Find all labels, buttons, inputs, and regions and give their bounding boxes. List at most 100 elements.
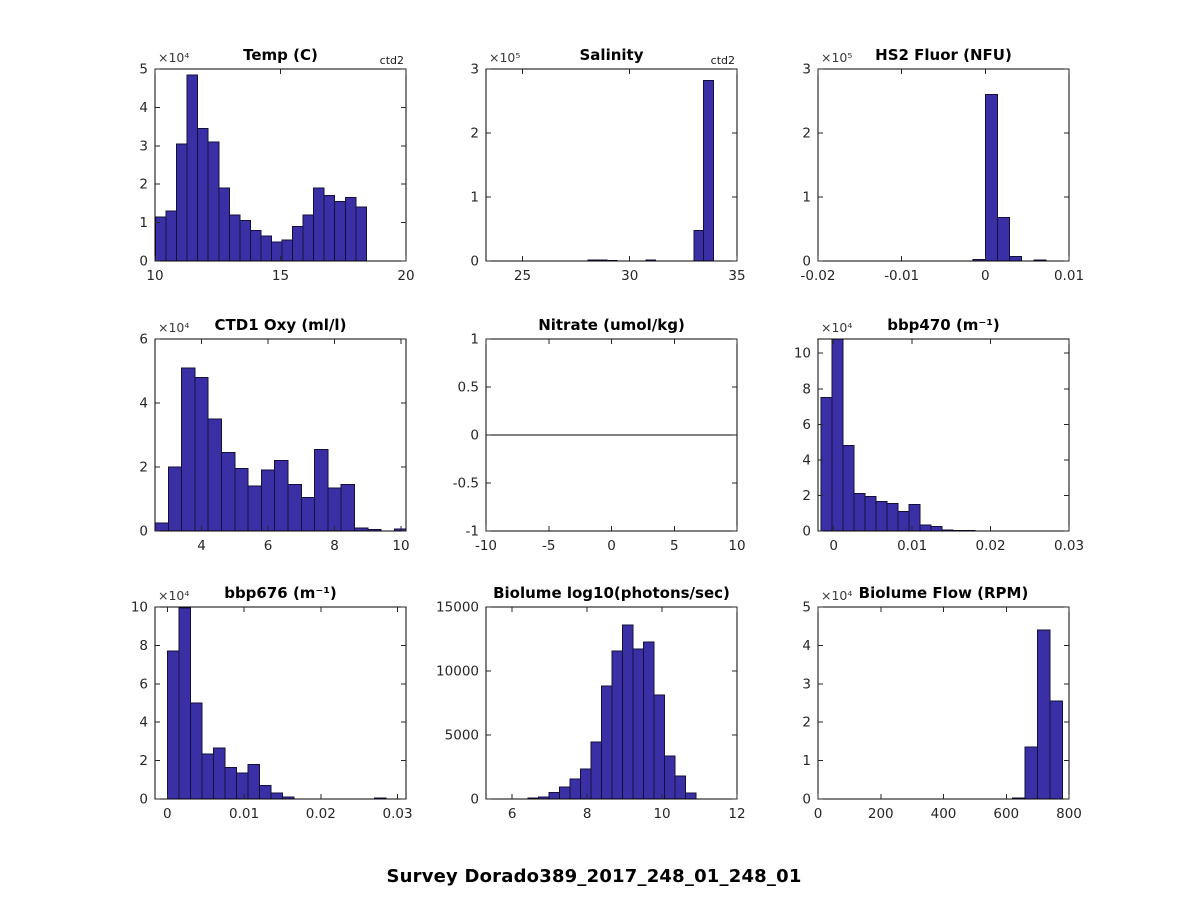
- y-axis-tick-label: 4: [802, 638, 811, 654]
- histogram-bar: [548, 792, 560, 799]
- histogram-bar: [218, 187, 230, 261]
- x-axis-tick-label: -10: [475, 538, 497, 554]
- histogram-bar: [302, 214, 315, 261]
- sensor-annotation: ctd2: [711, 54, 735, 67]
- x-axis-tick-label: 10: [728, 538, 745, 554]
- histogram-bar: [165, 210, 178, 261]
- y-axis-tick-label: 2: [139, 177, 148, 193]
- y-axis-tick-label: 0.5: [458, 380, 479, 396]
- histogram-bar: [189, 702, 203, 799]
- y-axis-tick-label: -1: [466, 524, 479, 540]
- subplot-title: Biolume log10(photons/sec): [493, 584, 730, 602]
- y-axis-tick-label: 0: [470, 254, 479, 270]
- histogram-bar: [334, 200, 346, 261]
- subplot-hs2-fluor-nfu: -0.02 -0.01 0 0.01 0 1 2 3 ×10⁵ HS2 Fluor (NFU): [801, 46, 1085, 284]
- y-axis-tick-label: 2: [802, 715, 811, 731]
- x-axis-tick-label: 0: [607, 538, 616, 554]
- histogram-bar: [642, 641, 655, 799]
- figure-title: Survey Dorado389_2017_248_01_248_01: [386, 866, 802, 887]
- histogram-bar: [201, 753, 214, 799]
- axis-exponent-label: ×10⁴: [158, 588, 189, 603]
- y-axis-tick-label: 4: [139, 100, 148, 116]
- x-axis-tick-label: 0: [814, 806, 823, 822]
- x-axis-tick-label: 6: [264, 538, 273, 554]
- histogram-bar: [611, 650, 623, 799]
- y-axis-tick-label: 0: [139, 792, 148, 808]
- x-axis-tick-label: 10: [653, 806, 670, 822]
- y-axis-tick-label: 6: [139, 676, 148, 692]
- subplot-biolume-log10-photons-sec: 6 8 10 12 0 5000 10000 15000 Biolume log10(photo…: [436, 584, 746, 822]
- histogram-bar: [212, 747, 226, 799]
- y-axis-tick-label: 6: [802, 417, 811, 433]
- y-axis-tick-label: 15000: [436, 600, 479, 616]
- histogram-bar: [287, 484, 302, 531]
- histogram-bar: [176, 143, 188, 261]
- x-axis-tick-label: 25: [514, 268, 531, 284]
- histogram-bar: [155, 216, 167, 261]
- x-axis-tick-label: -0.02: [801, 268, 836, 284]
- axes-box: [154, 606, 407, 800]
- y-axis-tick-label: 0: [802, 792, 811, 808]
- histogram-bar: [327, 487, 342, 531]
- x-axis-tick-label: 0.01: [897, 538, 927, 554]
- axis-exponent-label: ×10⁴: [821, 588, 852, 603]
- axes-box: [817, 338, 1070, 532]
- x-axis-tick-label: 0.02: [976, 538, 1006, 554]
- histogram-bar: [194, 376, 209, 531]
- y-axis-tick-label: 0: [802, 524, 811, 540]
- y-axis-tick-label: 4: [139, 396, 148, 412]
- x-axis-tick-label: 400: [931, 806, 957, 822]
- histogram-bar: [864, 495, 877, 531]
- subplot-temp-c: 10 15 20 0 1 2 3 4 5 ×10⁴ Temp (C) ctd2: [139, 46, 414, 284]
- x-axis-tick-label: 0.02: [306, 806, 336, 822]
- x-axis-tick-label: 0: [981, 268, 990, 284]
- histogram-bar: [653, 694, 665, 799]
- histogram-bar: [270, 792, 283, 799]
- subplot-bbp676-m: 0 0.01 0.02 0.03 0 2 4 6 8 10 ×10⁴ bbp676 (m⁻¹): [131, 584, 413, 822]
- histogram-bar: [367, 528, 382, 531]
- x-axis-tick-label: -5: [542, 538, 555, 554]
- subplot-title: HS2 Fluor (NFU): [875, 46, 1012, 64]
- y-axis-tick-label: 8: [802, 381, 811, 397]
- y-axis-tick-label: 0: [470, 792, 479, 808]
- y-axis-tick-label: 2: [470, 126, 479, 142]
- histogram-bar: [247, 485, 262, 531]
- subplot-nitrate-umol-kg: -10 -5 0 5 10 -1 -0.5 0 0.5 1 Nitrate (umol/kg): [453, 316, 746, 554]
- histogram-bar: [260, 235, 272, 261]
- histogram-bar: [239, 220, 251, 261]
- x-axis-tick-label: 4: [197, 538, 206, 554]
- subplot-title: CTD1 Oxy (ml/l): [215, 316, 347, 334]
- subplot-title: Salinity: [580, 46, 644, 64]
- y-axis-tick-label: 5: [802, 600, 811, 616]
- subplot-title: bbp676 (m⁻¹): [224, 584, 337, 602]
- histogram-bar: [178, 607, 191, 799]
- axes-box: [485, 606, 738, 800]
- histogram-bar: [908, 503, 921, 531]
- axes-background: [818, 69, 1069, 261]
- y-axis-tick-label: 2: [139, 460, 148, 476]
- axis-exponent-label: ×10⁵: [489, 50, 520, 65]
- histogram-bar: [674, 775, 686, 799]
- histogram-bar: [224, 766, 237, 799]
- histogram-bar: [984, 94, 998, 261]
- sensor-annotation: ctd2: [380, 54, 404, 67]
- x-axis-tick-label: -0.01: [884, 268, 919, 284]
- histogram-bar: [919, 524, 932, 531]
- axes-box: [817, 68, 1070, 262]
- x-axis-tick-label: 0.03: [383, 806, 413, 822]
- x-axis-tick-label: 12: [728, 806, 745, 822]
- x-axis-tick-label: 200: [868, 806, 894, 822]
- y-axis-tick-label: 5000: [445, 728, 479, 744]
- histogram-bar: [703, 80, 714, 261]
- histogram-bars: [527, 624, 697, 799]
- histogram-bar: [579, 768, 592, 799]
- histogram-bar: [355, 206, 367, 261]
- y-axis-tick-label: 0: [470, 428, 479, 444]
- y-axis-tick-label: 2: [802, 126, 811, 142]
- y-axis-tick-label: 0: [139, 254, 148, 270]
- x-axis-tick-label: 15: [272, 268, 289, 284]
- histogram-bars: [1012, 629, 1064, 799]
- histogram-bars: [166, 607, 387, 799]
- histogram-bar: [558, 786, 571, 799]
- histogram-bar: [234, 468, 249, 531]
